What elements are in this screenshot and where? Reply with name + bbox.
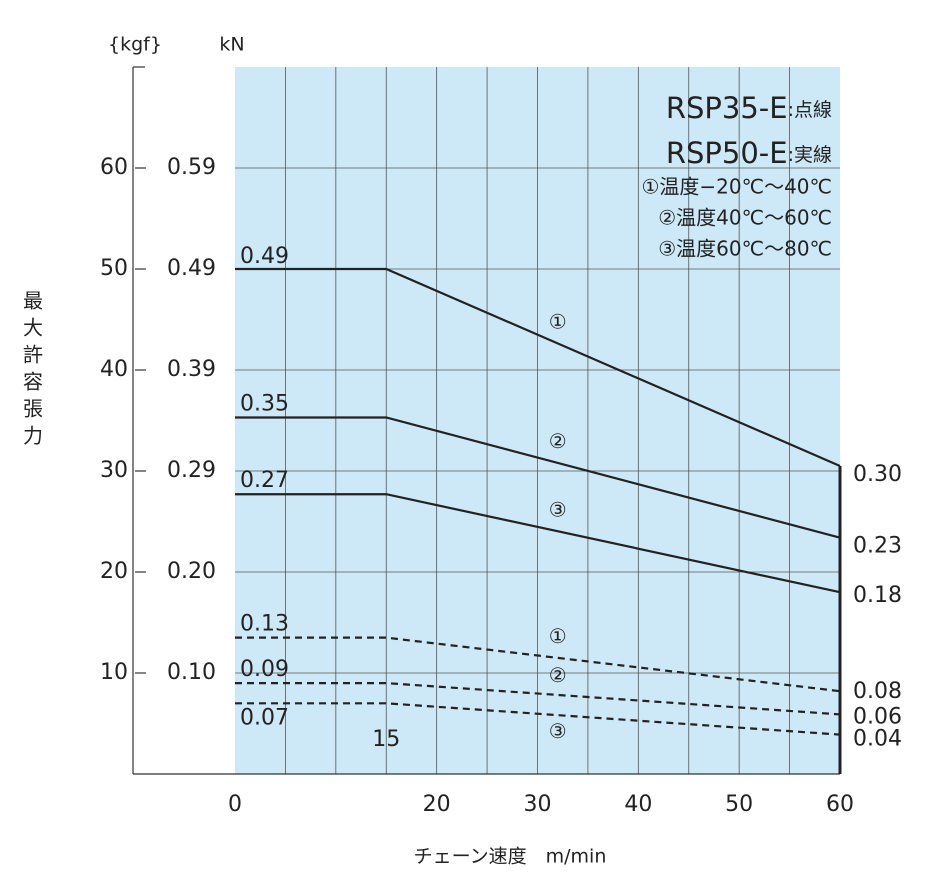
data-label: 0.13 bbox=[240, 612, 289, 637]
series-name: ① bbox=[549, 624, 567, 648]
series-name: ① bbox=[549, 310, 567, 334]
series-name: ② bbox=[549, 429, 567, 453]
y2-tick-label: 0.10 bbox=[167, 660, 216, 685]
series-line bbox=[235, 702, 841, 736]
data-label: 0.35 bbox=[240, 391, 289, 416]
data-label: 0.04 bbox=[853, 727, 902, 752]
series-line bbox=[235, 416, 841, 539]
y-tick-label: 60 bbox=[100, 155, 128, 180]
y-unit-label: {kgf} bbox=[108, 34, 162, 56]
x-axis-label: チェーン速度 m/min bbox=[414, 846, 607, 868]
data-label: 0.23 bbox=[853, 534, 902, 559]
legend-style: :実線 bbox=[788, 144, 832, 166]
series-name: ③ bbox=[549, 719, 567, 743]
data-label: 0.49 bbox=[240, 244, 289, 269]
x-tick-label: 50 bbox=[725, 792, 753, 817]
note: ③温度60℃〜80℃ bbox=[658, 237, 832, 261]
y2-tick-label: 0.39 bbox=[167, 357, 216, 382]
y2-tick-label: 0.20 bbox=[167, 559, 216, 584]
series-name: ③ bbox=[549, 498, 567, 522]
data-label: 0.27 bbox=[240, 468, 289, 493]
legend-model: RSP50-E bbox=[666, 136, 788, 170]
y2-tick-label: 0.29 bbox=[167, 458, 216, 483]
x-tick-label: 20 bbox=[423, 792, 451, 817]
data-label: 0.08 bbox=[853, 679, 902, 704]
x-tick-label: 30 bbox=[524, 792, 552, 817]
y-tick-label: 50 bbox=[100, 256, 128, 281]
x-tick-label: 0 bbox=[228, 792, 242, 817]
legend-style: :点線 bbox=[788, 99, 832, 121]
y-tick-label: 10 bbox=[100, 660, 128, 685]
y-axis-label: 最大許容張力 bbox=[20, 290, 44, 452]
data-label: 0.30 bbox=[853, 462, 902, 487]
series-line bbox=[235, 636, 841, 693]
series-line bbox=[235, 267, 841, 467]
series-line bbox=[235, 682, 841, 716]
note: ①温度−20℃〜40℃ bbox=[641, 175, 832, 199]
note: ②温度40℃〜60℃ bbox=[658, 206, 832, 230]
y2-tick-label: 0.49 bbox=[167, 256, 216, 281]
data-label: 0.18 bbox=[853, 583, 902, 608]
legend-model: RSP35-E bbox=[666, 91, 788, 125]
data-label: 0.09 bbox=[240, 657, 289, 682]
x-tick-label: 60 bbox=[826, 792, 854, 817]
data-label: 0.06 bbox=[853, 704, 902, 729]
y-tick-label: 20 bbox=[100, 559, 128, 584]
y2-tick-label: 0.59 bbox=[167, 155, 216, 180]
x-tick-label: 40 bbox=[624, 792, 652, 817]
legend-entry: RSP50-E:実線 bbox=[666, 136, 832, 170]
series-name: ② bbox=[549, 663, 567, 687]
legend-entry: RSP35-E:点線 bbox=[666, 91, 832, 125]
series-line bbox=[235, 493, 841, 594]
y-tick-label: 40 bbox=[100, 357, 128, 382]
y-tick-label: 30 bbox=[100, 458, 128, 483]
x-break-tick-label: 15 bbox=[372, 727, 400, 752]
y2-unit-label: kN bbox=[219, 34, 244, 56]
data-label: 0.07 bbox=[240, 705, 289, 730]
